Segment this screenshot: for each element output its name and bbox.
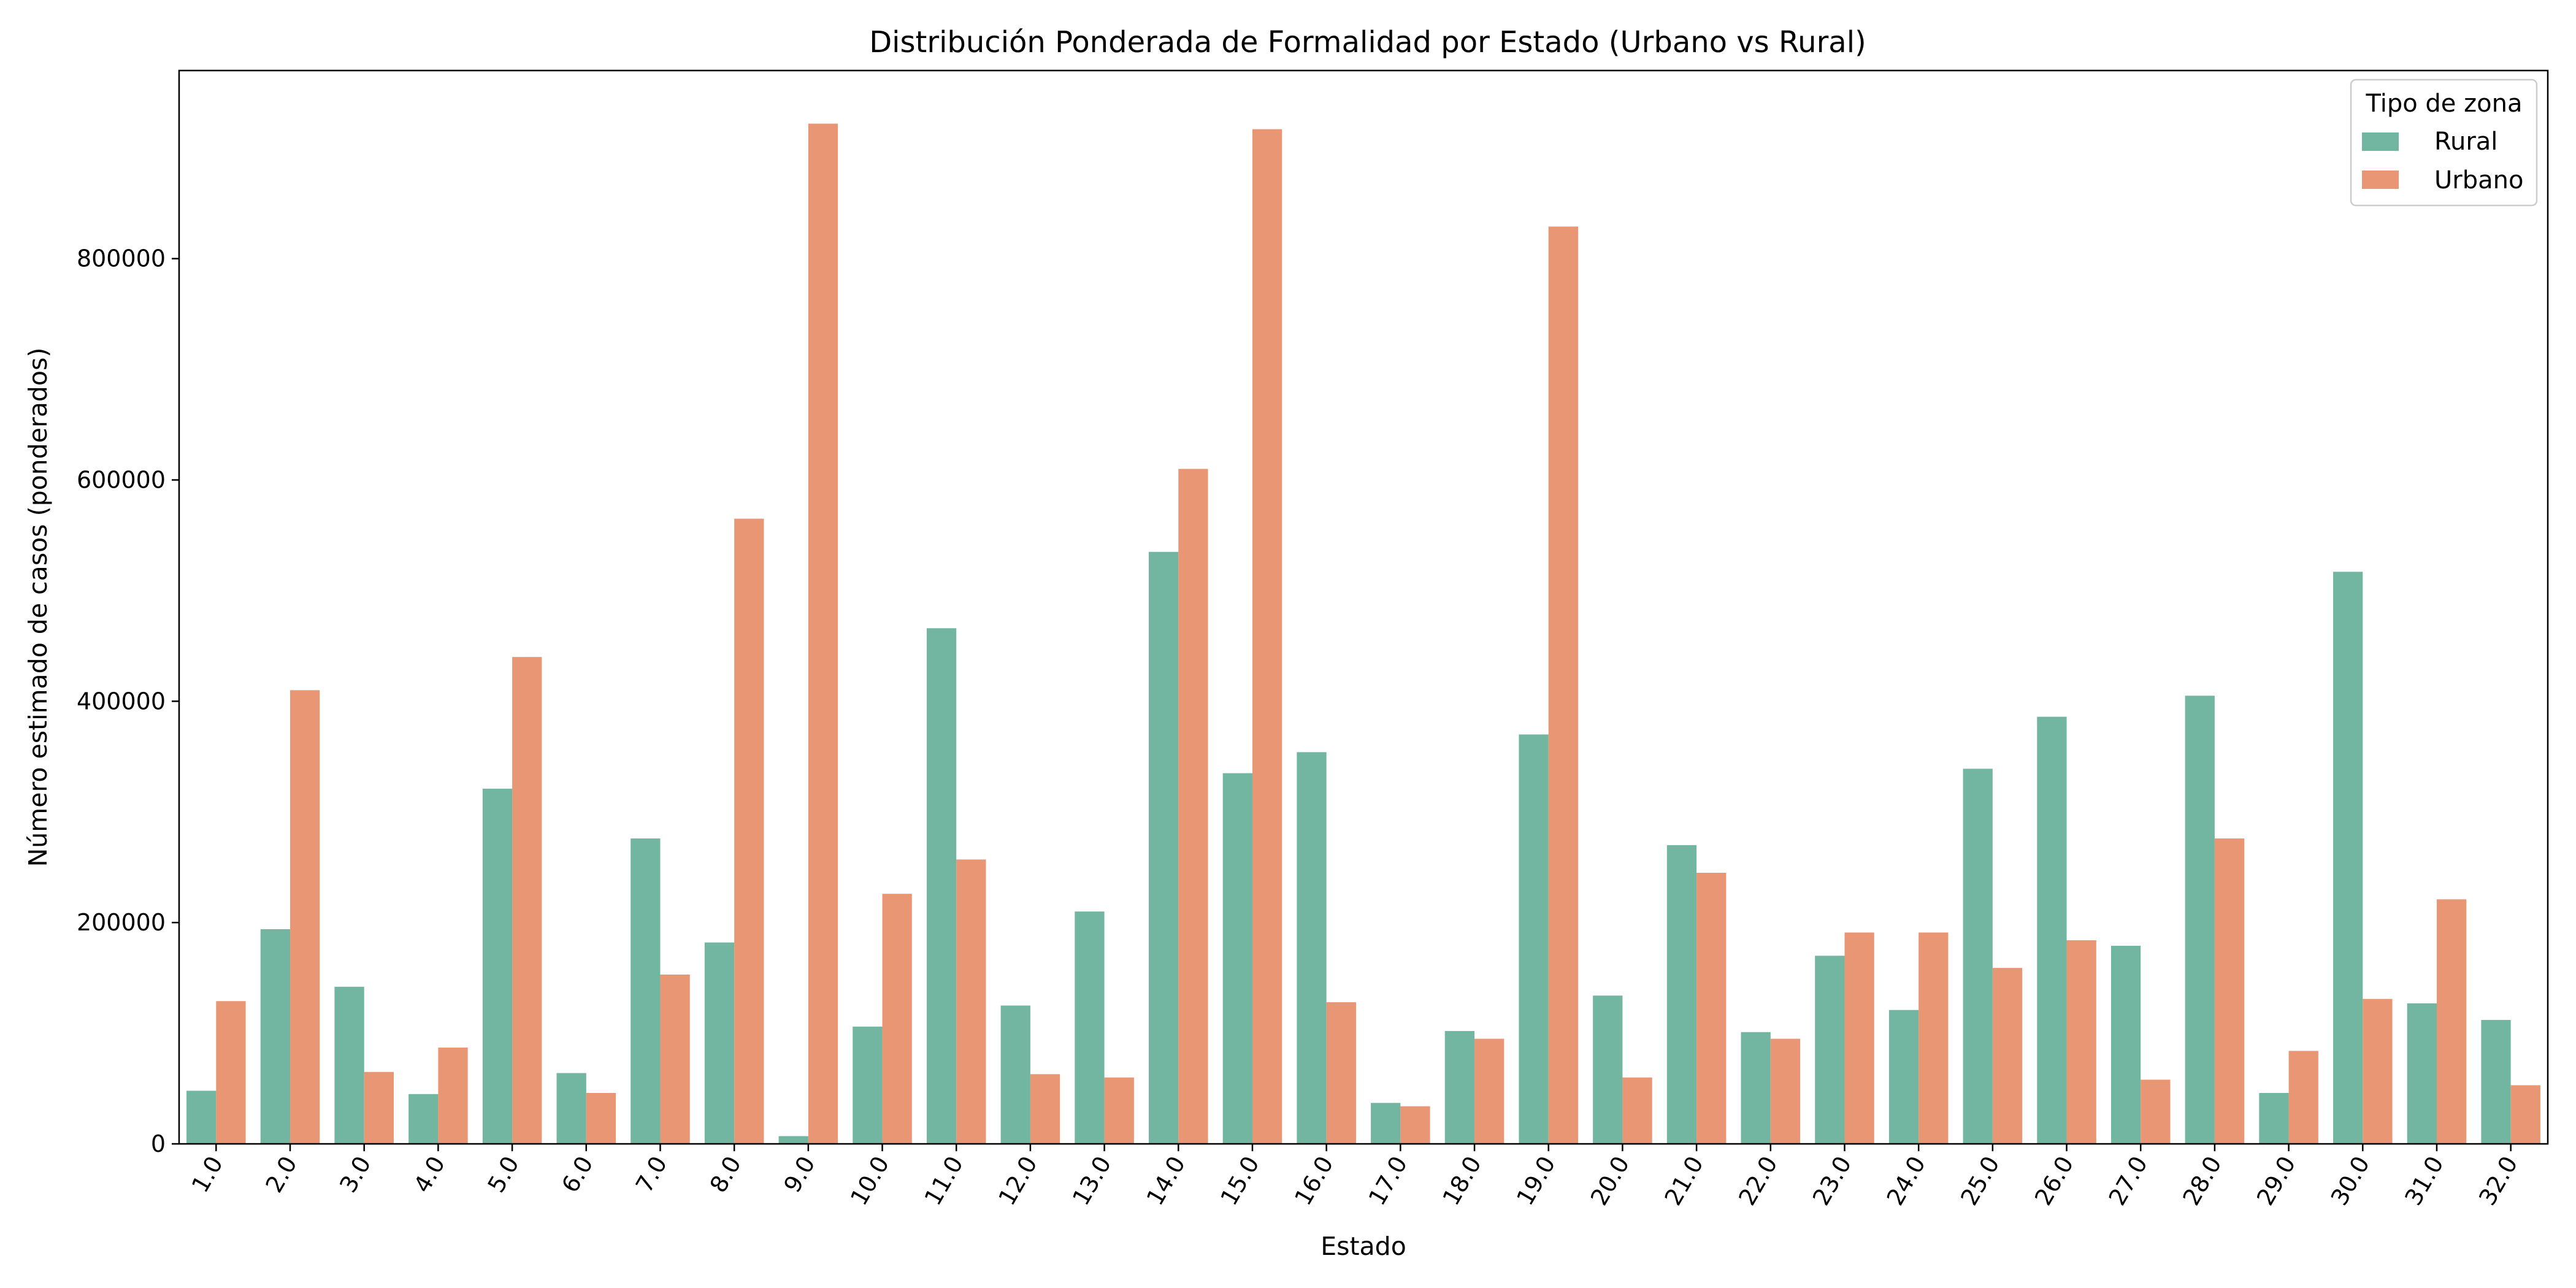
bar-urbano-7.0 — [660, 974, 690, 1144]
bar-rural-5.0 — [482, 788, 513, 1144]
bar-rural-25.0 — [1963, 769, 1993, 1144]
chart-title: Distribución Ponderada de Formalidad por… — [869, 25, 1866, 59]
bar-urbano-30.0 — [2363, 999, 2393, 1144]
bar-urbano-4.0 — [438, 1048, 468, 1144]
bar-rural-32.0 — [2481, 1019, 2511, 1144]
bar-rural-7.0 — [631, 838, 661, 1144]
bar-rural-27.0 — [2110, 946, 2141, 1144]
bar-rural-13.0 — [1075, 911, 1105, 1144]
bar-urbano-6.0 — [586, 1093, 616, 1144]
bar-rural-12.0 — [1000, 1005, 1030, 1144]
bar-urbano-11.0 — [956, 859, 986, 1144]
bar-rural-23.0 — [1815, 956, 1845, 1144]
bar-rural-26.0 — [2037, 716, 2067, 1144]
y-axis-label: Número estimado de casos (ponderados) — [23, 348, 53, 867]
bar-urbano-21.0 — [1696, 872, 1727, 1144]
bar-urbano-31.0 — [2436, 899, 2467, 1144]
bar-urbano-17.0 — [1400, 1106, 1430, 1144]
bar-rural-4.0 — [408, 1094, 439, 1144]
y-tick-label: 800000 — [77, 245, 166, 272]
bar-urbano-9.0 — [808, 123, 838, 1144]
bar-urbano-23.0 — [1844, 932, 1874, 1144]
bar-rural-15.0 — [1222, 773, 1252, 1144]
bar-urbano-10.0 — [882, 894, 912, 1144]
plot-frame — [178, 69, 2549, 1145]
bar-rural-28.0 — [2185, 696, 2215, 1144]
legend-title: Tipo de zona — [2366, 90, 2523, 118]
legend-swatch-rural — [2362, 132, 2399, 151]
x-axis-label: Estado — [1321, 1232, 1406, 1261]
bar-rural-22.0 — [1741, 1032, 1771, 1144]
y-tick-label: 600000 — [77, 467, 166, 494]
bar-rural-8.0 — [704, 942, 735, 1144]
bar-urbano-3.0 — [364, 1071, 394, 1144]
bar-urbano-20.0 — [1622, 1077, 1652, 1144]
bar-urbano-13.0 — [1104, 1077, 1134, 1144]
bar-urbano-32.0 — [2510, 1085, 2540, 1144]
y-tick-label: 0 — [151, 1130, 166, 1157]
bar-urbano-19.0 — [1548, 226, 1578, 1144]
bar-rural-16.0 — [1297, 752, 1327, 1144]
bar-rural-2.0 — [260, 929, 291, 1144]
bar-urbano-1.0 — [216, 1001, 246, 1144]
bar-rural-31.0 — [2407, 1003, 2437, 1144]
bar-rural-19.0 — [1519, 734, 1549, 1144]
bar-urbano-8.0 — [734, 518, 764, 1144]
bar-urbano-28.0 — [2214, 838, 2245, 1144]
bar-rural-24.0 — [1888, 1010, 1919, 1144]
bar-rural-11.0 — [926, 628, 957, 1144]
y-tick-label: 400000 — [77, 688, 166, 715]
bar-urbano-18.0 — [1474, 1038, 1505, 1144]
legend: Tipo de zona Rural Urbano — [2350, 79, 2538, 207]
bar-urbano-26.0 — [2066, 940, 2096, 1144]
bar-urbano-12.0 — [1030, 1074, 1060, 1144]
bar-rural-3.0 — [334, 986, 364, 1144]
bar-urbano-2.0 — [290, 690, 320, 1144]
y-axis: 0 200000 400000 600000 800000 — [77, 245, 179, 1157]
bar-urbano-15.0 — [1252, 129, 1282, 1144]
bar-urbano-29.0 — [2288, 1051, 2318, 1144]
bar-rural-29.0 — [2259, 1093, 2289, 1144]
bar-rural-18.0 — [1444, 1030, 1475, 1144]
bar-rural-30.0 — [2333, 572, 2363, 1144]
bar-rural-17.0 — [1371, 1103, 1401, 1144]
bar-rural-10.0 — [853, 1026, 883, 1144]
bar-urbano-24.0 — [1919, 932, 1949, 1144]
bar-rural-1.0 — [186, 1091, 217, 1144]
bar-rural-21.0 — [1666, 845, 1697, 1144]
bar-urbano-25.0 — [1992, 968, 2023, 1144]
legend-label-rural: Rural — [2434, 128, 2497, 156]
bar-rural-20.0 — [1593, 995, 1623, 1144]
bar-rural-14.0 — [1149, 551, 1179, 1144]
bar-rural-9.0 — [778, 1136, 808, 1144]
bar-urbano-22.0 — [1770, 1038, 1801, 1144]
legend-swatch-urbano — [2362, 171, 2399, 189]
bar-urbano-27.0 — [2141, 1079, 2171, 1144]
bar-urbano-5.0 — [512, 657, 542, 1144]
bar-rural-6.0 — [556, 1073, 586, 1144]
bars-layer — [186, 123, 2540, 1144]
y-tick-label: 200000 — [77, 909, 166, 936]
bar-urbano-16.0 — [1326, 1002, 1356, 1144]
bar-urbano-14.0 — [1178, 469, 1208, 1144]
legend-label-urbano: Urbano — [2434, 166, 2523, 194]
